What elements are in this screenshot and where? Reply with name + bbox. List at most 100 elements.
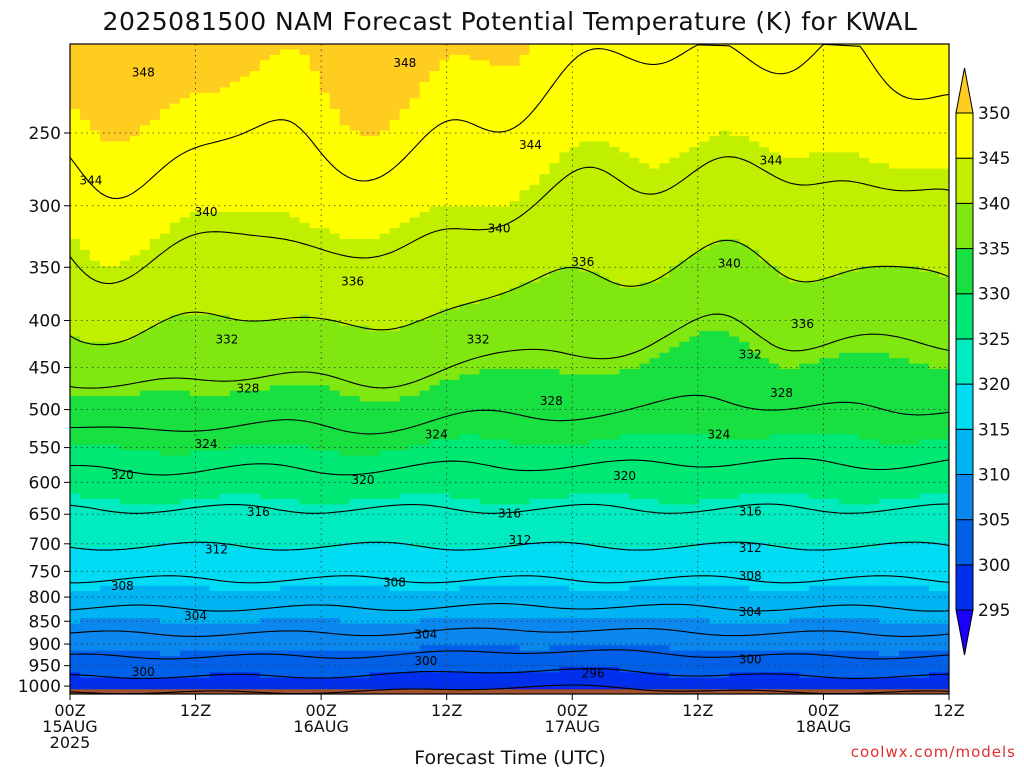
colorbar-tick-label: 335 [978,240,1010,260]
contour-label: 344 [79,174,102,188]
colorbar-tick-label: 330 [978,285,1010,305]
y-tick-label: 550 [29,439,61,459]
contour-label: 296 [582,666,605,680]
contour-label: 332 [739,347,762,361]
contour-label: 340 [195,205,218,219]
contour-lines [70,44,949,694]
y-tick-label: 800 [29,588,61,608]
contour-label: 340 [488,222,511,236]
colorbar: 295 300 305 310 315 320 325 330 335 340 345 350 [955,67,1010,656]
contour-332 [70,394,949,435]
contour-label: 340 [718,256,741,270]
y-tick-label: 600 [29,473,61,493]
colorbar-tick-label: 305 [978,511,1010,531]
x-tick-label: 12Z [933,701,964,720]
colorbar-tick-label: 350 [978,104,1010,124]
contour-label: 324 [707,428,730,442]
x-axis-label: Forecast Time (UTC) [414,747,605,768]
contour-label: 304 [414,628,437,642]
contour-label: 320 [111,468,134,482]
y-tick-label: 900 [29,635,61,655]
y-tick-label: 500 [29,401,61,421]
contour-labels: 348 348 344 344 344 340 340 340 336 336 336 332 332 3… [79,56,813,680]
y-tick-label: 400 [29,312,61,332]
y-tick-label: 750 [29,562,61,582]
y-tick-label: 850 [29,612,61,632]
contour-label: 316 [739,504,762,518]
colorbar-tick-label: 340 [978,194,1010,214]
contour-label: 344 [519,138,542,152]
contour-label: 300 [132,665,155,679]
colorbar-tick-label: 310 [978,465,1010,485]
contour-label: 332 [467,333,490,347]
contour-label: 336 [341,274,364,288]
contour-label: 316 [498,507,521,521]
contour-label: 324 [425,428,448,442]
x-tick-label: 17AUG [545,717,600,736]
x-tick-label: 00Z [808,701,839,720]
credit-link[interactable]: coolwx.com/models [851,743,1016,761]
contour-312 [70,603,949,612]
contour-316 [70,575,949,584]
contour-label: 312 [205,543,228,557]
contour-label: 336 [791,317,814,331]
contour-label: 300 [414,654,437,668]
contour-label: 324 [195,437,218,451]
contour-336 [70,313,949,389]
plot-frame [69,43,950,695]
x-tick-label: 18AUG [796,717,851,736]
contour-label: 300 [739,653,762,667]
contour-label: 308 [111,579,134,593]
colorbar-tick-label: 295 [978,601,1010,621]
x-tick-label: 12Z [682,701,713,720]
y-tick-label: 700 [29,535,61,555]
contour-label: 328 [236,382,259,396]
colorbar-tick-label: 320 [978,375,1010,395]
contour-296 [70,684,949,694]
x-tick-label: 12Z [180,701,211,720]
contour-label: 308 [383,575,406,589]
contour-320 [70,541,949,551]
y-tick-label: 950 [29,657,61,677]
contour-308 [70,627,949,637]
contour-344 [70,156,949,285]
contour-label: 348 [393,56,416,70]
x-tick-label: 16AUG [293,717,348,736]
colorbar-tick-label: 300 [978,556,1010,576]
contour-300 [70,668,949,680]
colorbar-tick-label: 345 [978,149,1010,169]
x-tick-label: 00Z [557,701,588,720]
contour-label: 320 [352,473,375,487]
contour-label: 316 [247,505,270,519]
contour-label: 320 [613,469,636,483]
x-tick-label: 00Z [305,701,336,720]
y-axis: 250 300 350 400 450 500 550 600 650 700 750 800 850 9… [18,124,70,697]
ground-layer [70,689,949,694]
contour-304 [70,649,949,660]
chart-title: 2025081500 NAM Forecast Potential Temper… [103,7,918,36]
x-tick-label: 12Z [431,701,462,720]
y-tick-label: 300 [29,197,61,217]
y-tick-label: 450 [29,359,61,379]
colorbar-tick-label: 325 [978,330,1010,350]
contour-label: 332 [216,333,239,347]
x-tick-label: 2025 [50,733,91,752]
x-tick-label: 15AUG [42,717,97,736]
contour-label: 328 [770,386,793,400]
y-tick-label: 650 [29,505,61,525]
x-tick-label: 00Z [54,701,85,720]
contour-label: 308 [739,569,762,583]
contour-label: 336 [571,255,594,269]
contour-340 [70,239,949,346]
colorbar-tick-label: 315 [978,420,1010,440]
contour-label: 304 [739,605,762,619]
y-tick-label: 250 [29,124,61,144]
contour-324 [70,503,949,514]
contour-label: 328 [540,394,563,408]
contour-label: 344 [760,153,783,167]
contour-328 [70,457,949,476]
contour-label: 312 [509,533,532,547]
contour-label: 304 [184,609,207,623]
